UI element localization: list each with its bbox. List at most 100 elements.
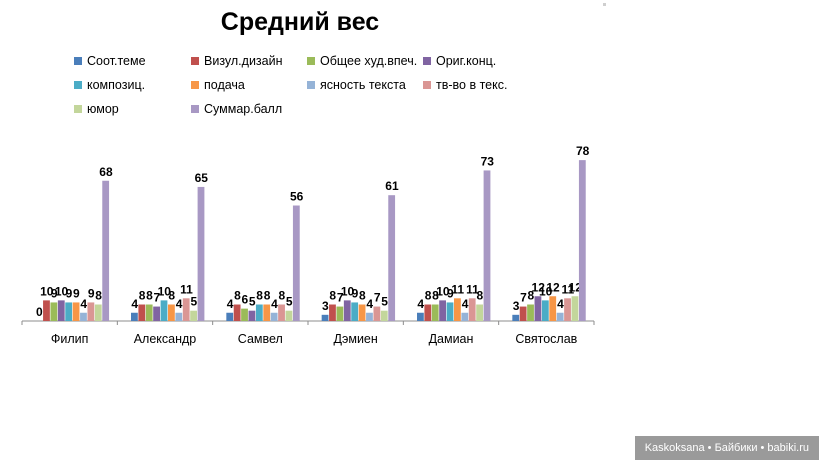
data-label: 10 xyxy=(436,284,450,298)
data-label: 10 xyxy=(539,284,553,298)
data-label: 9 xyxy=(447,286,454,300)
data-label: 7 xyxy=(337,291,344,305)
bar xyxy=(564,298,571,321)
legend-swatch xyxy=(307,81,315,89)
bar xyxy=(175,312,183,321)
data-label: 5 xyxy=(286,295,293,309)
bar xyxy=(556,312,564,321)
data-label: 11 xyxy=(561,282,574,296)
data-label: 10 xyxy=(40,284,54,298)
bar xyxy=(534,296,542,321)
legend-item: тв-во в текс. xyxy=(423,78,507,92)
data-label: 4 xyxy=(131,297,138,311)
legend-item: подача xyxy=(191,78,245,92)
data-label: 10 xyxy=(158,284,172,298)
bar xyxy=(351,302,359,321)
bar xyxy=(431,304,439,321)
data-label: 8 xyxy=(146,289,153,303)
legend-item: юмор xyxy=(74,102,119,116)
bar xyxy=(233,304,241,321)
data-label: 4 xyxy=(557,297,564,311)
data-label: 9 xyxy=(88,286,95,300)
legend-label: Визул.дизайн xyxy=(204,54,283,68)
bar xyxy=(292,205,300,321)
data-label: 8 xyxy=(329,289,336,303)
data-label: 4 xyxy=(271,297,278,311)
data-label: 12 xyxy=(532,280,546,294)
bar xyxy=(72,302,80,321)
bar xyxy=(57,300,65,321)
data-label: 9 xyxy=(73,286,80,300)
chart-legend: Соот.теме Визул.дизайн Общее худ.впеч. Ориг… xyxy=(74,54,544,124)
legend-swatch xyxy=(423,81,431,89)
bar xyxy=(285,310,293,321)
data-label: 10 xyxy=(55,284,69,298)
data-label: 8 xyxy=(168,289,175,303)
bar xyxy=(380,310,388,321)
bar xyxy=(424,304,432,321)
data-label: 4 xyxy=(366,297,373,311)
data-label: 8 xyxy=(139,289,146,303)
legend-swatch xyxy=(191,57,199,65)
data-label: 4 xyxy=(227,297,234,311)
data-label: 5 xyxy=(191,295,198,309)
data-label: 65 xyxy=(195,171,209,185)
data-label: 9 xyxy=(66,286,73,300)
bar xyxy=(446,302,454,321)
chart-title: Средний вес xyxy=(220,8,380,36)
data-label: 4 xyxy=(176,297,183,311)
decorative-dot xyxy=(603,3,606,6)
bar xyxy=(138,304,146,321)
bar xyxy=(248,310,256,321)
data-label: 4 xyxy=(462,297,469,311)
bar xyxy=(321,314,329,321)
legend-label: композиц. xyxy=(87,78,146,92)
watermark: Kaskoksana • Байбики • babiki.ru xyxy=(634,436,819,460)
data-label: 9 xyxy=(352,286,359,300)
bar xyxy=(358,304,366,321)
legend-swatch xyxy=(74,105,82,113)
data-label: 12 xyxy=(569,280,583,294)
bar xyxy=(226,312,234,321)
data-label: 8 xyxy=(359,289,366,303)
bar xyxy=(571,296,579,321)
bar xyxy=(263,304,271,321)
bar xyxy=(80,312,87,321)
data-label: 11 xyxy=(180,282,193,296)
bar xyxy=(102,180,110,321)
legend-item: Ориг.конц. xyxy=(423,54,496,68)
legend-label: юмор xyxy=(87,102,119,116)
data-label: 9 xyxy=(51,286,58,300)
data-label: 4 xyxy=(80,297,87,311)
legend-swatch xyxy=(191,105,199,113)
data-label: 7 xyxy=(154,291,161,305)
bar xyxy=(65,302,73,321)
bar xyxy=(197,186,205,321)
bar xyxy=(87,302,95,321)
legend-item: ясность текста xyxy=(307,78,406,92)
data-label: 8 xyxy=(278,289,285,303)
legend-swatch xyxy=(307,57,315,65)
bar xyxy=(182,298,190,321)
bar xyxy=(50,302,58,321)
bar xyxy=(512,314,520,321)
data-label: 8 xyxy=(234,289,241,303)
category-label: Александр xyxy=(134,332,197,346)
data-label: 8 xyxy=(425,289,432,303)
bar xyxy=(483,170,491,321)
bar xyxy=(255,304,263,321)
data-label: 5 xyxy=(249,295,256,309)
legend-label: Ориг.конц. xyxy=(436,54,497,68)
legend-label: Общее худ.впеч. xyxy=(320,54,418,68)
data-label: 6 xyxy=(241,293,248,307)
data-label: 8 xyxy=(527,289,534,303)
data-label: 8 xyxy=(264,289,271,303)
bar xyxy=(270,312,278,321)
bar xyxy=(439,300,446,321)
bar xyxy=(343,300,351,321)
category-label: Святослав xyxy=(515,332,577,346)
bar xyxy=(366,312,373,321)
bar xyxy=(190,310,197,321)
